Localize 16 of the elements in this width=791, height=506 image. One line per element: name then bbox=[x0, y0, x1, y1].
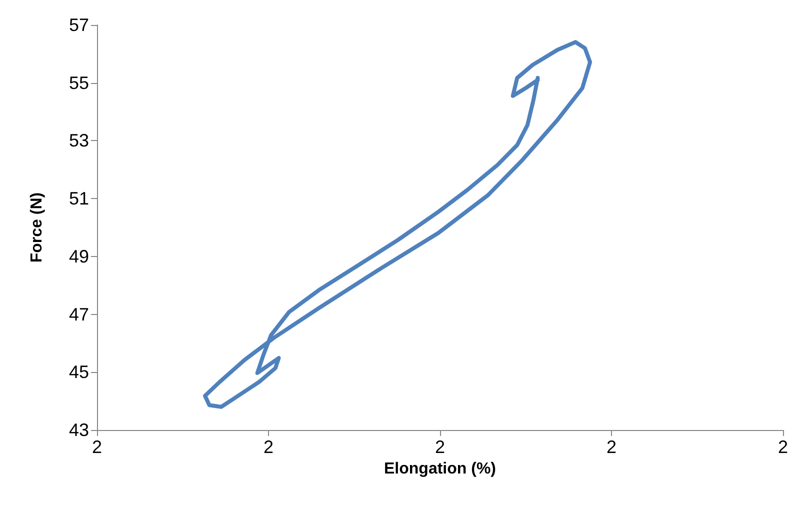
x-tick-label: 2 bbox=[434, 437, 446, 457]
y-tick-label: 57 bbox=[68, 15, 89, 35]
x-tick-label: 2 bbox=[92, 437, 102, 457]
x-axis-title: Elongation (%) bbox=[384, 460, 496, 478]
y-tick-label: 55 bbox=[68, 72, 89, 93]
y-tick-label: 53 bbox=[68, 130, 89, 151]
x-tick-label: 2 bbox=[778, 437, 788, 457]
y-tick-label: 49 bbox=[68, 246, 89, 266]
x-tick-label: 2 bbox=[263, 437, 274, 457]
y-axis-title: Force (N) bbox=[28, 192, 46, 263]
line-series bbox=[203, 40, 592, 409]
y-tick-label: 51 bbox=[68, 188, 89, 209]
y-tick-label: 45 bbox=[68, 362, 89, 382]
y-tick-label: 47 bbox=[68, 304, 89, 324]
x-tick-label: 2 bbox=[606, 437, 617, 457]
y-tick-label: 43 bbox=[68, 420, 89, 440]
